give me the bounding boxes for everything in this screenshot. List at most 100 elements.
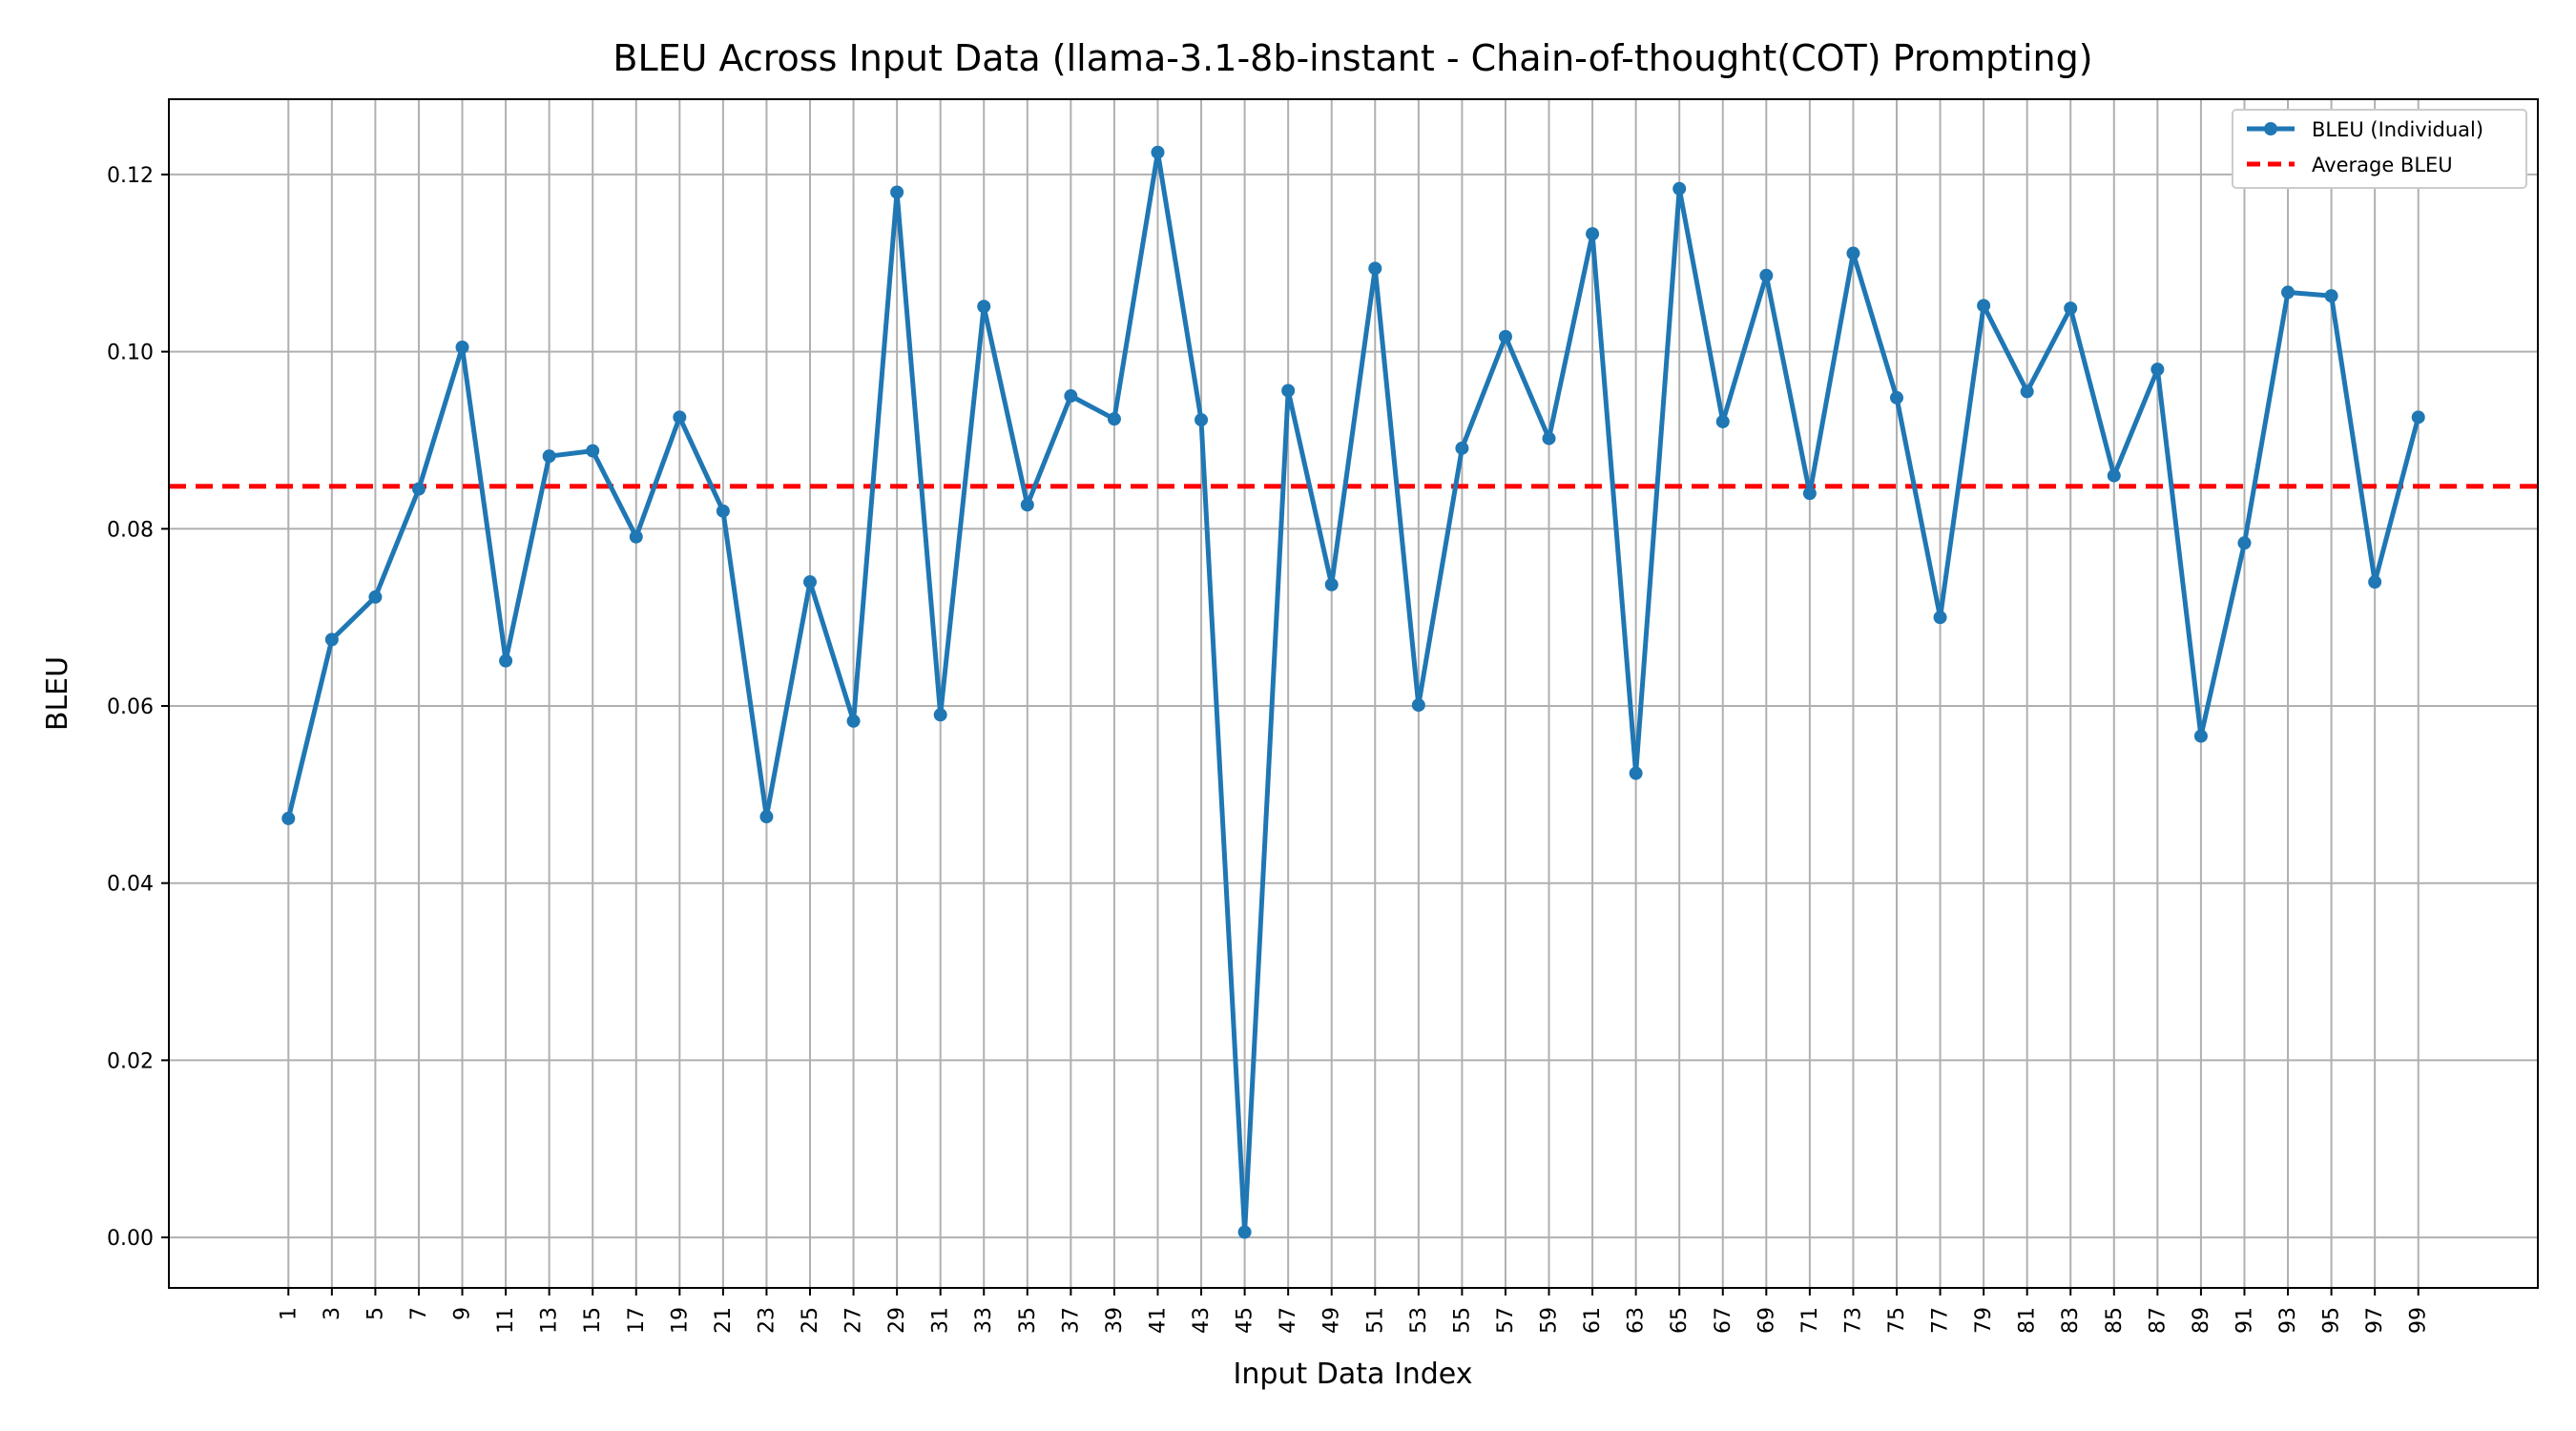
x-tick-label: 69 — [1755, 1307, 1778, 1334]
x-tick-label: 47 — [1277, 1307, 1300, 1334]
x-tick-label: 97 — [2363, 1307, 2387, 1334]
data-point — [2020, 384, 2034, 399]
legend-box — [2232, 109, 2527, 189]
data-point — [2324, 289, 2338, 303]
y-tick-label: 0.06 — [107, 695, 154, 719]
x-tick-label: 67 — [1712, 1307, 1735, 1334]
data-point — [803, 575, 818, 590]
x-tick-label: 61 — [1581, 1307, 1605, 1334]
x-tick-label: 25 — [799, 1307, 822, 1334]
data-point — [1629, 766, 1643, 780]
data-point — [1151, 145, 1165, 159]
data-point — [2150, 363, 2165, 377]
y-tick-label: 0.08 — [107, 518, 154, 542]
data-point — [846, 714, 861, 728]
y-tick-label: 0.10 — [107, 342, 154, 365]
data-point — [1933, 611, 1947, 625]
x-tick-label: 43 — [1190, 1307, 1214, 1334]
data-point — [281, 811, 296, 825]
x-tick-label: 65 — [1668, 1307, 1692, 1334]
x-tick-label: 57 — [1494, 1307, 1518, 1334]
x-tick-label: 59 — [1538, 1307, 1562, 1334]
data-point — [1107, 412, 1121, 426]
x-tick-label: 55 — [1450, 1307, 1474, 1334]
data-point — [411, 482, 426, 496]
x-tick-label: 87 — [2146, 1307, 2170, 1334]
data-point — [1846, 246, 1860, 260]
x-tick-label: 17 — [625, 1307, 649, 1334]
x-tick-label: 93 — [2276, 1307, 2300, 1334]
data-point — [1889, 390, 1903, 404]
data-point — [368, 590, 383, 604]
x-tick-label: 83 — [2059, 1307, 2083, 1334]
data-point — [1281, 384, 1296, 398]
x-tick-label: 31 — [929, 1307, 953, 1334]
y-tick-label: 0.04 — [107, 873, 154, 897]
x-tick-label: 63 — [1625, 1307, 1649, 1334]
data-point — [1715, 414, 1730, 428]
data-point — [1368, 261, 1382, 276]
x-tick-label: 95 — [2320, 1307, 2344, 1334]
x-tick-label: 33 — [972, 1307, 996, 1334]
x-tick-label: 79 — [1972, 1307, 1996, 1334]
series-layer — [281, 145, 2425, 1239]
data-point — [324, 633, 339, 647]
data-point — [1237, 1225, 1252, 1239]
data-point — [455, 340, 469, 354]
data-point — [499, 653, 513, 668]
x-tick-label: 23 — [755, 1307, 779, 1334]
plot-area-frame — [168, 98, 2539, 1289]
x-tick-label: 9 — [451, 1307, 475, 1320]
x-tick-label: 77 — [1929, 1307, 1953, 1334]
x-tick-label: 39 — [1103, 1307, 1127, 1334]
data-point — [2368, 575, 2382, 590]
data-point — [2281, 285, 2296, 300]
x-tick-label: 41 — [1146, 1307, 1170, 1334]
y-axis-ticks: 0.00 0.02 0.04 0.06 0.08 0.10 0.12 — [107, 164, 169, 1251]
data-point — [890, 185, 904, 199]
x-tick-label: 7 — [407, 1307, 431, 1320]
data-point — [1802, 487, 1817, 501]
x-tick-label: 35 — [1016, 1307, 1040, 1334]
x-tick-label: 37 — [1059, 1307, 1083, 1334]
data-point — [1586, 227, 1600, 241]
x-tick-label: 15 — [581, 1307, 605, 1334]
y-axis-label: BLEU — [41, 656, 74, 731]
x-tick-label: 49 — [1320, 1307, 1344, 1334]
x-tick-label: 53 — [1407, 1307, 1431, 1334]
x-tick-label: 45 — [1234, 1307, 1257, 1334]
y-tick-label: 0.12 — [107, 164, 154, 188]
x-axis-ticks: 1 3 5 7 9 11 13 15 17 19 21 23 25 27 29 31 33 35 37 39 41 43 4… — [277, 1288, 2431, 1334]
x-tick-label: 73 — [1841, 1307, 1865, 1334]
x-tick-label: 27 — [842, 1307, 866, 1334]
data-point — [2193, 729, 2208, 743]
data-point — [586, 444, 600, 458]
legend-marker-bleu-individual — [2264, 122, 2277, 135]
data-point — [1064, 389, 1078, 404]
x-tick-label: 29 — [885, 1307, 909, 1334]
data-point — [2411, 410, 2425, 425]
data-point — [2107, 468, 2121, 483]
x-tick-label: 3 — [321, 1307, 344, 1320]
grid-lines — [169, 99, 2538, 1288]
data-point — [1672, 181, 1687, 196]
x-tick-label: 19 — [668, 1307, 692, 1334]
x-tick-label: 21 — [712, 1307, 736, 1334]
data-point — [2064, 301, 2078, 316]
data-point — [1498, 329, 1512, 343]
data-point — [716, 504, 730, 518]
data-point — [1324, 577, 1339, 591]
y-tick-label: 0.02 — [107, 1049, 154, 1073]
data-point — [1542, 431, 1556, 446]
x-tick-label: 71 — [1798, 1307, 1822, 1334]
y-tick-label: 0.00 — [107, 1227, 154, 1251]
x-tick-label: 85 — [2103, 1307, 2127, 1334]
x-tick-label: 1 — [277, 1307, 301, 1320]
data-point — [933, 708, 947, 722]
x-tick-label: 13 — [538, 1307, 562, 1334]
x-tick-label: 99 — [2407, 1307, 2431, 1334]
x-axis-label: Input Data Index — [1234, 1358, 1473, 1391]
bleu-individual-series-line — [285, 150, 2421, 1234]
legend: BLEU (Individual) Average BLEU — [2232, 109, 2527, 189]
